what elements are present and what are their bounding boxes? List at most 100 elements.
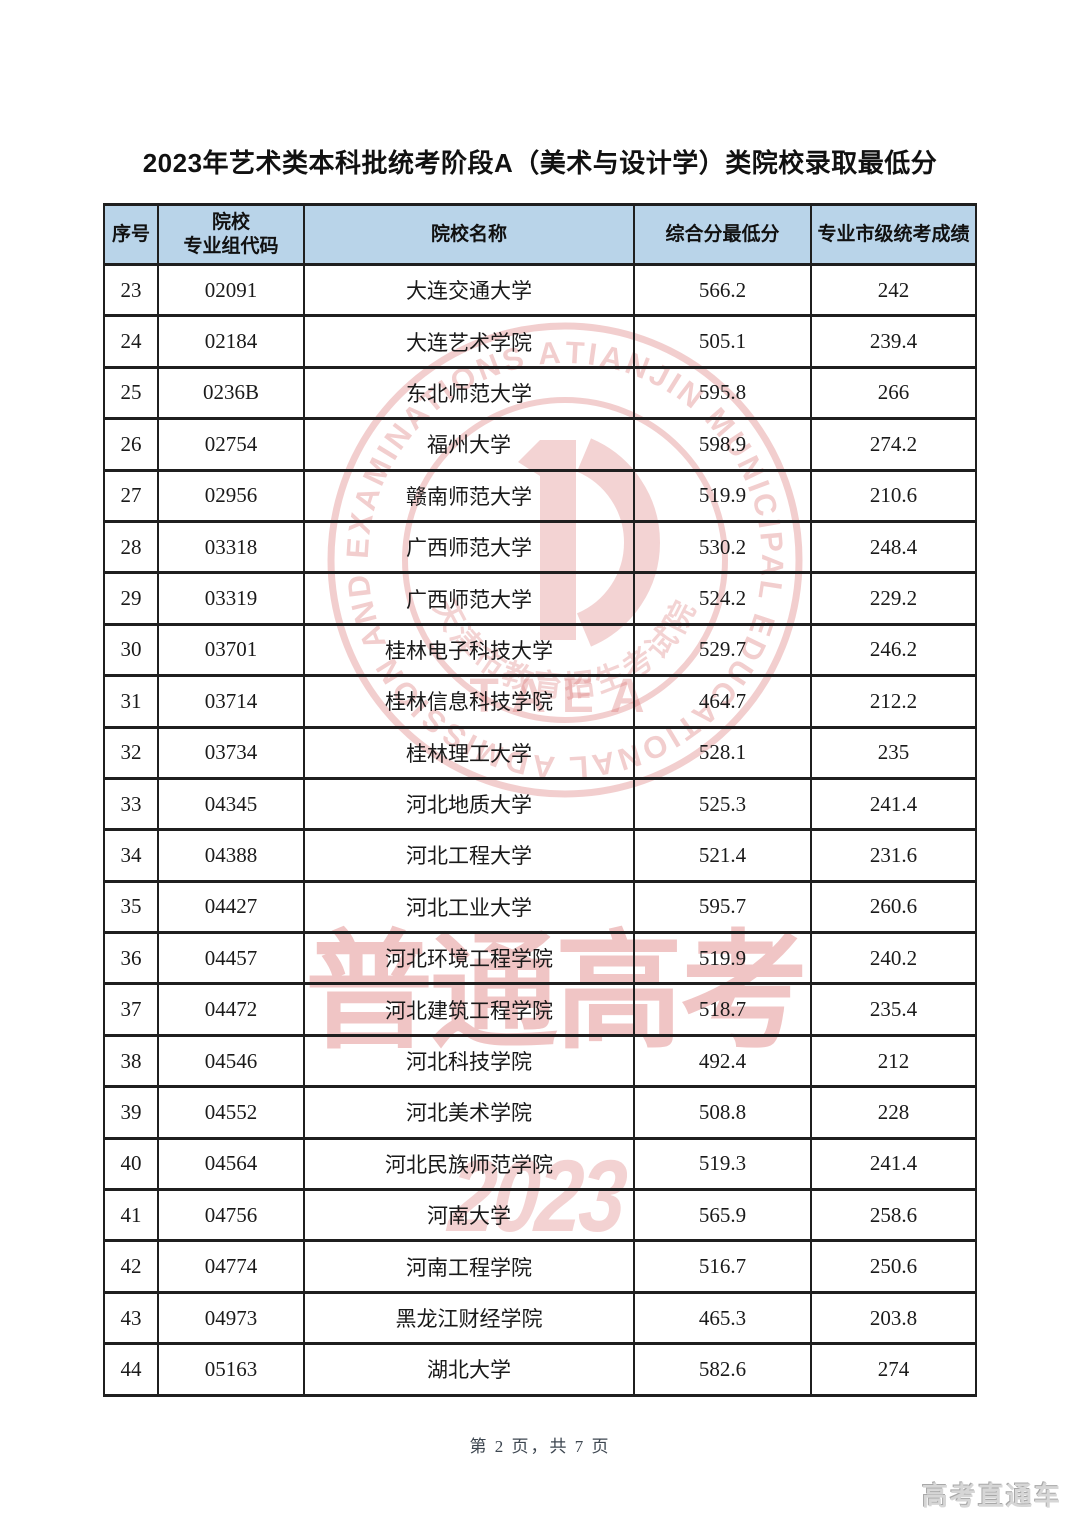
name-cell: 河北民族师范学院 [303, 1136, 635, 1192]
name-cell: 河北工程大学 [303, 828, 635, 883]
table-row: 24 02184 大连艺术学院 505.1 239.4 [103, 314, 977, 369]
min-score-cell: 595.7 [633, 879, 812, 935]
seq-cell: 27 [103, 468, 159, 523]
table-row: 35 04427 河北工业大学 595.7 260.6 [103, 879, 977, 935]
seq-cell: 36 [103, 931, 159, 986]
code-cell: 0236B [157, 365, 305, 421]
code-cell: 04973 [157, 1290, 305, 1346]
exam-score-cell: 242 [810, 262, 977, 318]
code-cell: 04552 [157, 1085, 305, 1140]
exam-score-cell: 248.4 [810, 519, 977, 575]
exam-score-cell: 266 [810, 365, 977, 421]
seq-cell: 32 [103, 725, 159, 780]
exam-score-cell: 231.6 [810, 828, 977, 883]
table-row: 34 04388 河北工程大学 521.4 231.6 [103, 828, 977, 883]
table-row: 38 04546 河北科技学院 492.4 212 [103, 1033, 977, 1089]
exam-score-cell: 241.4 [810, 776, 977, 832]
name-cell: 河南工程学院 [303, 1239, 635, 1294]
name-cell: 东北师范大学 [303, 365, 635, 421]
exam-score-cell: 241.4 [810, 1136, 977, 1192]
code-cell: 02754 [157, 417, 305, 472]
min-score-cell: 521.4 [633, 828, 812, 883]
min-score-cell: 524.2 [633, 571, 812, 626]
min-score-cell: 598.9 [633, 417, 812, 472]
table-row: 31 03714 桂林信息科技学院 464.7 212.2 [103, 674, 977, 729]
seq-cell: 37 [103, 982, 159, 1037]
name-cell: 广西师范大学 [303, 571, 635, 626]
table-row: 29 03319 广西师范大学 524.2 229.2 [103, 571, 977, 626]
min-score-cell: 528.1 [633, 725, 812, 780]
min-score-cell: 505.1 [633, 314, 812, 369]
table-row: 26 02754 福州大学 598.9 274.2 [103, 417, 977, 472]
exam-score-cell: 240.2 [810, 931, 977, 986]
exam-score-cell: 212 [810, 1033, 977, 1089]
name-cell: 赣南师范大学 [303, 468, 635, 523]
table-body: 23 02091 大连交通大学 566.2 242 24 02184 大连艺术学院 505.1 2… [103, 262, 977, 1397]
exam-score-cell: 250.6 [810, 1239, 977, 1294]
min-score-cell: 582.6 [633, 1342, 812, 1397]
seq-cell: 33 [103, 776, 159, 832]
name-cell: 河北地质大学 [303, 776, 635, 832]
table-row: 43 04973 黑龙江财经学院 465.3 203.8 [103, 1290, 977, 1346]
code-cell: 04345 [157, 776, 305, 832]
name-cell: 桂林信息科技学院 [303, 674, 635, 729]
exam-score-cell: 235.4 [810, 982, 977, 1037]
table-row: 28 03318 广西师范大学 530.2 248.4 [103, 519, 977, 575]
exam-score-cell: 274.2 [810, 417, 977, 472]
min-score-cell: 595.8 [633, 365, 812, 421]
header-min-score: 综合分最低分 [633, 203, 812, 266]
min-score-cell: 465.3 [633, 1290, 812, 1346]
seq-cell: 31 [103, 674, 159, 729]
header-code-line1: 院校 [211, 211, 250, 233]
exam-score-cell: 246.2 [810, 622, 977, 678]
name-cell: 桂林理工大学 [303, 725, 635, 780]
table-row: 36 04457 河北环境工程学院 519.9 240.2 [103, 931, 977, 986]
exam-score-cell: 203.8 [810, 1290, 977, 1346]
exam-score-cell: 212.2 [810, 674, 977, 729]
seq-cell: 43 [103, 1290, 159, 1346]
min-score-cell: 525.3 [633, 776, 812, 832]
page-number-footer: 第 2 页，共 7 页 [469, 1437, 611, 1456]
code-cell: 03714 [157, 674, 305, 729]
min-score-cell: 464.7 [633, 674, 812, 729]
header-exam-score: 专业市级统考成绩 [810, 203, 977, 266]
table-row: 41 04756 河南大学 565.9 258.6 [103, 1188, 977, 1243]
code-cell: 05163 [157, 1342, 305, 1397]
code-cell: 04774 [157, 1239, 305, 1294]
brand-watermark: 高考直通车 [921, 1481, 1062, 1511]
code-cell: 04388 [157, 828, 305, 883]
seq-cell: 40 [103, 1136, 159, 1192]
table-row: 39 04552 河北美术学院 508.8 228 [103, 1085, 977, 1140]
code-cell: 04472 [157, 982, 305, 1037]
min-score-cell: 519.9 [633, 468, 812, 523]
exam-score-cell: 229.2 [810, 571, 977, 626]
table-row: 37 04472 河北建筑工程学院 518.7 235.4 [103, 982, 977, 1037]
header-code-line2: 专业组代码 [183, 235, 279, 257]
seq-cell: 23 [103, 262, 159, 318]
min-score-cell: 529.7 [633, 622, 812, 678]
name-cell: 广西师范大学 [303, 519, 635, 575]
exam-score-cell: 228 [810, 1085, 977, 1140]
seq-cell: 24 [103, 314, 159, 369]
name-cell: 河南大学 [303, 1188, 635, 1243]
seq-cell: 42 [103, 1239, 159, 1294]
page-title: 2023年艺术类本科批统考阶段A（美术与设计学）类院校录取最低分 [142, 148, 938, 178]
name-cell: 河北工业大学 [303, 879, 635, 935]
exam-score-cell: 260.6 [810, 879, 977, 935]
seq-cell: 38 [103, 1033, 159, 1089]
table-row: 40 04564 河北民族师范学院 519.3 241.4 [103, 1136, 977, 1192]
seq-cell: 26 [103, 417, 159, 472]
exam-score-cell: 274 [810, 1342, 977, 1397]
code-cell: 04756 [157, 1188, 305, 1243]
seq-cell: 35 [103, 879, 159, 935]
code-cell: 03701 [157, 622, 305, 678]
header-code: 院校 专业组代码 [157, 203, 305, 266]
seq-cell: 44 [103, 1342, 159, 1397]
table-row: 30 03701 桂林电子科技大学 529.7 246.2 [103, 622, 977, 678]
min-score-cell: 566.2 [633, 262, 812, 318]
code-cell: 03318 [157, 519, 305, 575]
min-score-cell: 518.7 [633, 982, 812, 1037]
code-cell: 02091 [157, 262, 305, 318]
name-cell: 大连艺术学院 [303, 314, 635, 369]
